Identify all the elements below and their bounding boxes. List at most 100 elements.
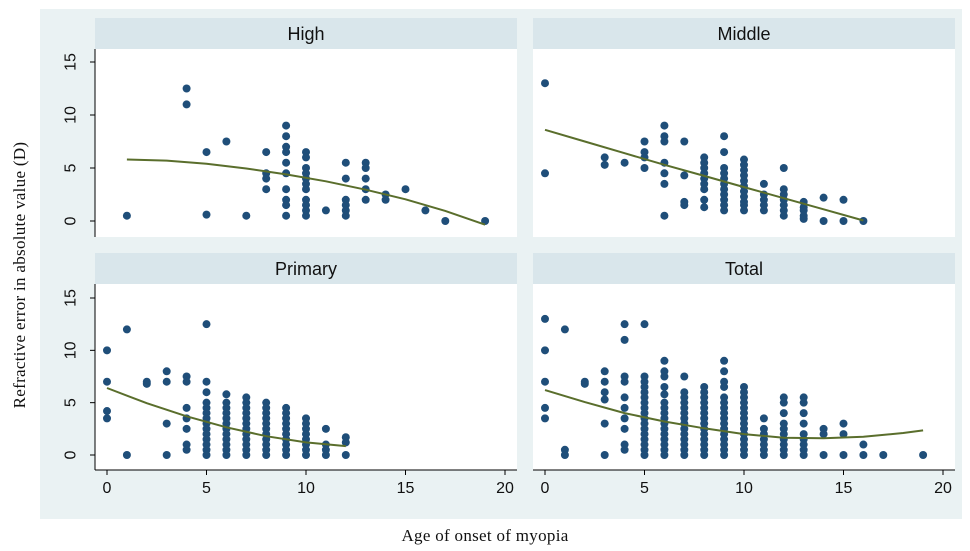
data-point-middle <box>660 169 669 178</box>
data-point-high <box>441 217 450 225</box>
data-point-middle <box>660 211 669 220</box>
data-point-middle <box>779 164 788 172</box>
data-point-primary <box>182 377 191 386</box>
data-point-total <box>541 403 549 412</box>
data-point-total <box>620 424 629 433</box>
data-point-total <box>859 451 868 459</box>
data-point-high <box>361 174 370 183</box>
data-point-total <box>779 451 788 459</box>
data-point-middle <box>799 214 808 223</box>
data-point-middle <box>660 137 669 146</box>
data-point-total <box>560 451 569 459</box>
data-point-high <box>282 201 291 210</box>
data-point-total <box>541 314 549 323</box>
data-point-total <box>660 390 669 399</box>
data-point-primary <box>182 424 191 433</box>
data-point-high <box>302 211 310 220</box>
data-point-high <box>122 211 131 220</box>
data-point-total <box>779 398 788 407</box>
data-point-total <box>720 356 729 365</box>
data-point-primary <box>103 407 111 416</box>
data-point-primary <box>162 419 171 428</box>
data-point-total <box>799 451 808 459</box>
data-point-total <box>839 451 848 459</box>
data-point-middle <box>720 132 729 141</box>
data-point-primary <box>103 414 111 423</box>
data-point-high <box>242 211 251 220</box>
panel-title-middle: Middle <box>717 24 770 44</box>
data-point-total <box>660 382 669 391</box>
data-point-total <box>620 403 629 412</box>
data-point-middle <box>839 195 848 204</box>
data-point-high <box>381 195 390 204</box>
x-tick-label-total: 10 <box>735 480 753 497</box>
data-point-total <box>740 451 748 459</box>
data-point-high <box>262 174 271 183</box>
data-point-total <box>839 419 848 428</box>
data-point-primary <box>103 377 111 386</box>
panel-strip-high <box>95 18 517 49</box>
data-point-primary <box>262 451 271 459</box>
data-point-total <box>799 398 808 407</box>
data-point-total <box>680 372 689 381</box>
data-point-total <box>600 419 609 428</box>
data-point-total <box>620 335 629 344</box>
data-point-total <box>759 451 768 459</box>
data-point-middle <box>779 211 788 220</box>
x-tick-label-primary: 0 <box>103 480 112 497</box>
y-axis-title-container: Refractive error in absolute value (D) <box>7 80 33 470</box>
data-point-primary <box>321 451 330 459</box>
data-point-total <box>600 388 609 397</box>
data-point-primary <box>162 377 171 386</box>
data-point-high <box>361 195 370 204</box>
y-tick-label-high: 5 <box>63 163 80 172</box>
data-point-total <box>541 414 549 423</box>
y-tick-label-high: 0 <box>63 216 80 225</box>
data-point-total <box>580 377 589 386</box>
data-point-primary <box>202 377 211 386</box>
data-point-primary <box>302 451 310 459</box>
data-point-high <box>341 158 350 167</box>
data-point-total <box>799 419 808 428</box>
y-tick-label-primary: 5 <box>63 398 80 407</box>
data-point-total <box>839 430 848 439</box>
x-tick-label-primary: 10 <box>297 480 315 497</box>
data-point-high <box>282 158 291 167</box>
data-point-primary <box>122 451 131 459</box>
data-point-middle <box>700 195 709 204</box>
data-point-total <box>660 356 669 365</box>
fit-line-primary <box>106 387 346 448</box>
data-point-high <box>341 211 350 220</box>
y-tick-label-high: 15 <box>63 53 80 71</box>
data-point-high <box>341 174 350 183</box>
data-point-total <box>600 367 609 376</box>
fit-line-total <box>544 389 924 440</box>
data-point-middle <box>720 206 729 215</box>
data-point-total <box>720 451 729 459</box>
x-tick-label-primary: 20 <box>496 480 514 497</box>
data-point-high <box>202 210 211 219</box>
data-point-total <box>620 393 629 402</box>
data-point-middle <box>759 206 768 215</box>
data-point-high <box>302 153 310 162</box>
data-point-middle <box>819 193 828 202</box>
fit-line-high <box>126 158 486 226</box>
data-point-middle <box>680 201 689 210</box>
data-point-total <box>919 451 928 459</box>
data-point-high <box>302 185 310 194</box>
y-tick-label-high: 10 <box>63 106 80 124</box>
data-point-high <box>182 100 191 109</box>
data-point-high <box>282 185 291 194</box>
data-point-primary <box>222 451 231 459</box>
data-point-middle <box>600 153 609 162</box>
data-point-total <box>859 440 868 449</box>
data-point-total <box>799 409 808 418</box>
data-point-middle <box>600 160 609 169</box>
data-point-total <box>819 430 828 439</box>
y-tick-label-primary: 10 <box>63 341 80 359</box>
data-point-total <box>759 414 768 423</box>
data-point-total <box>779 409 788 418</box>
fit-line-middle <box>544 128 864 222</box>
data-point-middle <box>839 217 848 225</box>
